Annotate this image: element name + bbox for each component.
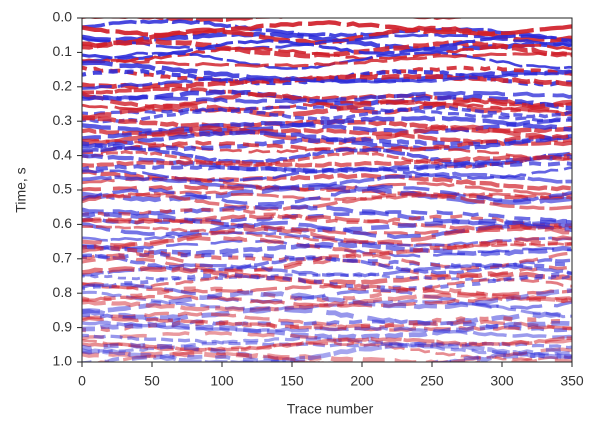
seismic-event <box>82 133 572 155</box>
seismic-event <box>82 274 572 294</box>
seismic-event <box>82 105 572 124</box>
x-tick-label: 50 <box>144 373 160 389</box>
seismic-event <box>82 336 572 352</box>
x-tick-label: 350 <box>560 373 584 389</box>
seismic-event <box>82 338 572 361</box>
seismic-event <box>82 225 572 248</box>
seismic-event <box>82 207 572 231</box>
seismic-event <box>82 204 572 227</box>
seismic-event <box>82 184 572 201</box>
x-axis-label: Trace number <box>287 401 374 417</box>
seismic-event <box>82 124 572 146</box>
seismic-event <box>82 316 572 333</box>
seismic-event <box>82 70 572 90</box>
seismic-event <box>82 235 572 255</box>
seismic-event <box>82 288 572 314</box>
seismic-event <box>82 311 572 331</box>
seismic-event <box>82 184 572 206</box>
x-tick-label: 250 <box>420 373 444 389</box>
x-tick-label: 300 <box>490 373 514 389</box>
y-tick-label: 1.0 <box>53 353 73 369</box>
seismic-event <box>82 99 572 121</box>
seismic-event <box>82 105 572 123</box>
y-tick-label: 0.4 <box>53 146 73 162</box>
seismic-event <box>82 241 572 257</box>
y-tick-label: 0.6 <box>53 215 73 231</box>
seismic-event <box>82 342 572 362</box>
seismic-event <box>82 306 572 327</box>
seismic-event <box>82 34 572 61</box>
y-tick-label: 0.9 <box>53 318 73 334</box>
seismic-event <box>82 183 572 206</box>
seismic-event <box>82 347 572 362</box>
seismic-event <box>82 192 572 212</box>
y-tick-label: 0.1 <box>53 43 73 59</box>
seismic-event <box>82 43 572 64</box>
y-tick-label: 0.7 <box>53 250 73 266</box>
seismic-event <box>82 286 572 303</box>
seismic-event <box>82 90 572 105</box>
y-tick-label: 0.5 <box>53 181 73 197</box>
seismic-event <box>82 51 572 68</box>
seismic-event <box>82 155 572 168</box>
seismic-event <box>82 73 572 90</box>
x-tick-label: 0 <box>78 373 86 389</box>
seismic-event <box>82 313 572 333</box>
seismic-event <box>82 99 572 115</box>
seismic-event <box>82 251 572 274</box>
seismic-event <box>82 351 559 362</box>
seismic-event <box>82 266 572 286</box>
seismic-event <box>82 294 572 308</box>
y-tick-label: 0.8 <box>53 284 73 300</box>
y-tick-label: 0.2 <box>53 78 73 94</box>
seismic-event <box>82 341 572 362</box>
seismic-event <box>82 292 572 313</box>
seismic-event <box>82 220 572 240</box>
seismic-event <box>82 19 572 42</box>
y-axis-label: Time, s <box>13 167 29 212</box>
x-tick-label: 200 <box>350 373 374 389</box>
seismic-event <box>82 282 572 297</box>
seismic-event <box>82 282 572 310</box>
seismic-image <box>82 18 572 362</box>
y-tick-label: 0.3 <box>53 112 73 128</box>
x-tick-label: 100 <box>210 373 234 389</box>
seismic-event <box>82 320 572 341</box>
seismic-event <box>82 320 572 339</box>
y-tick-label: 0.0 <box>53 9 73 25</box>
seismic-event <box>82 217 572 236</box>
seismic-event <box>82 271 572 291</box>
seismic-event <box>82 60 572 84</box>
x-tick-label: 150 <box>280 373 304 389</box>
seismic-event <box>82 251 572 269</box>
